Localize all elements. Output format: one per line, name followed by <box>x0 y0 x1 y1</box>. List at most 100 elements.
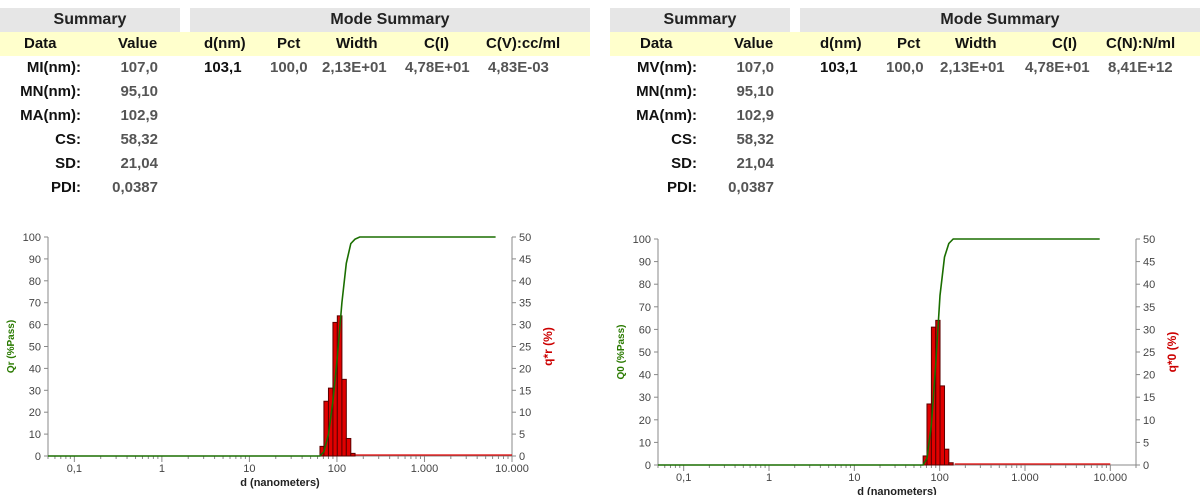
y-left-tick-label: 60 <box>29 320 41 332</box>
x-tick-label: 1.000 <box>411 463 439 475</box>
mode-conc-value: 8,41E+12 <box>1108 59 1173 76</box>
col-ci-header: C(I) <box>1052 35 1077 52</box>
summary-value: 107,0 <box>736 59 774 76</box>
y-left-axis-label: Q0 (%Pass) <box>616 324 627 379</box>
summary-label: PDI: <box>667 179 697 196</box>
histogram-bar <box>939 385 946 466</box>
y-left-tick-label: 10 <box>29 429 41 441</box>
mode-width-value: 2,13E+01 <box>940 59 1005 76</box>
summary-label: CS: <box>671 131 697 148</box>
col-pct-header: Pct <box>277 35 301 52</box>
cumulative-curve <box>658 238 1100 466</box>
col-width-header: Width <box>955 35 997 52</box>
col-pct-header: Pct <box>897 35 921 52</box>
y-left-tick-label: 90 <box>29 254 41 266</box>
summary-title: Summary <box>610 8 790 32</box>
summary-value: 21,04 <box>120 155 158 172</box>
summary-label: PDI: <box>51 179 81 196</box>
y-right-tick-label: 30 <box>1143 324 1155 336</box>
x-tick-label: 10.000 <box>495 463 529 475</box>
summary-value: 102,9 <box>736 107 774 124</box>
summary-label: MV(nm): <box>637 59 697 76</box>
summary-value: 58,32 <box>736 131 774 148</box>
y-right-tick-label: 50 <box>1143 234 1155 246</box>
histogram-bar <box>345 437 352 457</box>
y-left-tick-label: 50 <box>639 347 651 359</box>
y-left-tick-label: 10 <box>639 437 651 449</box>
col-data-header: Data <box>640 35 673 52</box>
y-right-tick-label: 10 <box>519 407 531 419</box>
mode-ci-value: 4,78E+01 <box>405 59 470 76</box>
summary-value: 21,04 <box>736 155 774 172</box>
col-value-header: Value <box>118 35 158 52</box>
mode-d-value: 103,1 <box>204 59 242 76</box>
col-conc-header: C(V):cc/ml <box>486 35 561 52</box>
col-ci-header: C(I) <box>424 35 449 52</box>
y-left-tick-label: 0 <box>35 451 41 463</box>
y-right-tick-label: 45 <box>519 254 531 266</box>
y-right-tick-label: 5 <box>1143 437 1149 449</box>
summary-label: MN(nm): <box>636 83 697 100</box>
summary-value: 102,9 <box>120 107 158 124</box>
summary-label: MN(nm): <box>20 83 81 100</box>
y-left-tick-label: 80 <box>639 279 651 291</box>
y-left-tick-label: 20 <box>639 415 651 427</box>
y-right-tick-label: 35 <box>1143 302 1155 314</box>
histogram-bar <box>948 462 954 466</box>
summary-value: 0,0387 <box>728 179 774 196</box>
x-tick-label: 0,1 <box>676 472 691 484</box>
summary-value: 95,10 <box>736 83 774 100</box>
y-left-tick-label: 30 <box>29 385 41 397</box>
cumulative-curve <box>48 236 496 457</box>
y-left-tick-label: 20 <box>29 407 41 419</box>
y-right-tick-label: 40 <box>1143 279 1155 291</box>
y-left-tick-label: 0 <box>645 460 651 472</box>
panel-left: Summary Mode Summary Data Value d(nm) Pc… <box>0 0 590 498</box>
summary-label: CS: <box>55 131 81 148</box>
y-right-tick-label: 0 <box>1143 460 1149 472</box>
mode-conc-value: 4,83E-03 <box>488 59 549 76</box>
y-left-tick-label: 40 <box>29 363 41 375</box>
header-row <box>0 32 590 56</box>
col-d-header: d(nm) <box>820 35 862 52</box>
col-value-header: Value <box>734 35 774 52</box>
mode-pct-value: 100,0 <box>270 59 308 76</box>
y-left-axis-label: Qr (%Pass) <box>6 320 17 373</box>
summary-label: MI(nm): <box>26 59 81 76</box>
col-d-header: d(nm) <box>204 35 246 52</box>
x-tick-label: 10 <box>243 463 255 475</box>
summary-value: 0,0387 <box>112 179 158 196</box>
col-width-header: Width <box>336 35 378 52</box>
y-left-tick-label: 100 <box>633 234 651 246</box>
y-left-tick-label: 40 <box>639 370 651 382</box>
x-tick-label: 1 <box>766 472 772 484</box>
y-left-tick-label: 80 <box>29 276 41 288</box>
summary-title: Summary <box>0 8 180 32</box>
y-right-tick-label: 10 <box>1143 415 1155 427</box>
y-left-tick-label: 60 <box>639 324 651 336</box>
header-row <box>610 32 1200 56</box>
y-right-tick-label: 25 <box>1143 347 1155 359</box>
summary-value: 107,0 <box>120 59 158 76</box>
y-right-tick-label: 35 <box>519 298 531 310</box>
y-left-tick-label: 70 <box>29 298 41 310</box>
y-right-tick-label: 20 <box>519 363 531 375</box>
x-axis-label: d (nanometers) <box>857 486 937 495</box>
y-left-tick-label: 70 <box>639 302 651 314</box>
mode-summary-title: Mode Summary <box>800 8 1200 32</box>
summary-value: 58,32 <box>120 131 158 148</box>
mode-d-value: 103,1 <box>820 59 858 76</box>
y-right-tick-label: 5 <box>519 429 525 441</box>
y-right-tick-label: 15 <box>1143 392 1155 404</box>
mode-width-value: 2,13E+01 <box>322 59 387 76</box>
col-conc-header: C(N):N/ml <box>1106 35 1176 52</box>
y-right-axis-label: q*r (%) <box>541 327 555 366</box>
summary-value: 95,10 <box>120 83 158 100</box>
x-tick-label: 10 <box>848 472 860 484</box>
summary-label: MA(nm): <box>636 107 697 124</box>
y-right-tick-label: 15 <box>519 385 531 397</box>
distribution-chart: 0 10 20 30 40 50 60 70 80 90 100 0 5 10 15 20 25 30 35 40 45… <box>6 232 555 489</box>
y-right-tick-label: 40 <box>519 276 531 288</box>
panel-right: Summary Mode Summary Data Value d(nm) Pc… <box>610 0 1200 498</box>
distribution-chart: 0 10 20 30 40 50 60 70 80 90 100 0 5 10 15 20 25 30 35 40 45… <box>616 234 1179 495</box>
